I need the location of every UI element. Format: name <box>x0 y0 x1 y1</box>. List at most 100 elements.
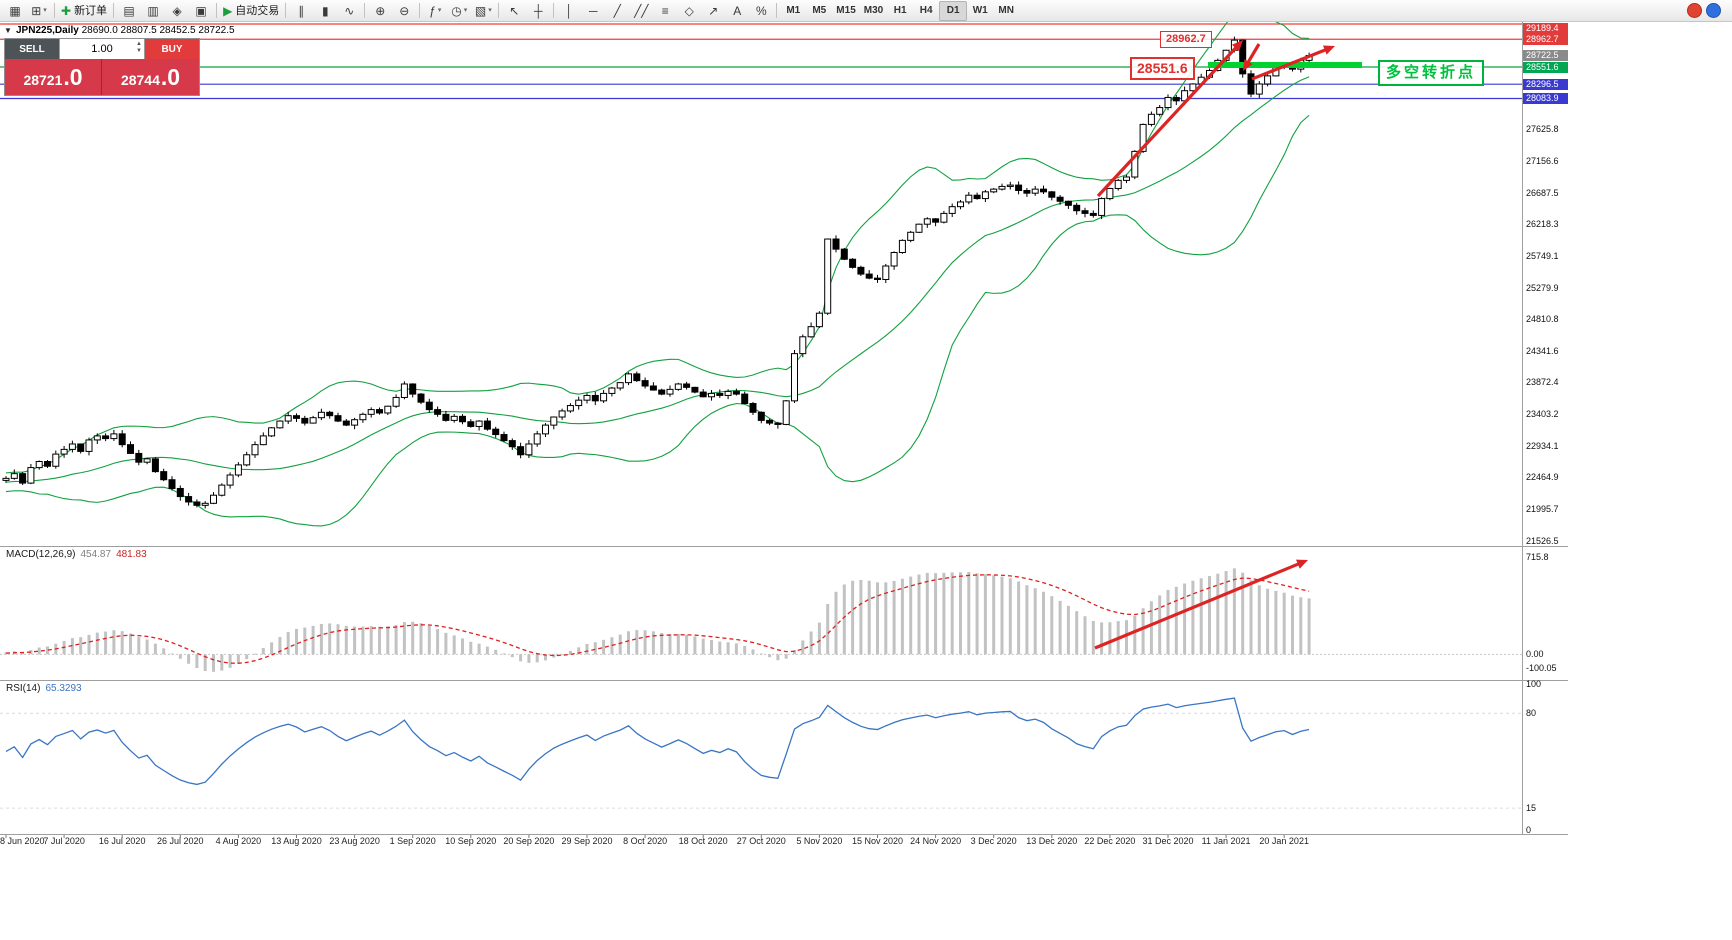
toolbar-separator <box>54 3 55 18</box>
time-axis-label: 4 Aug 2020 <box>215 836 262 846</box>
price-axis-label: 25279.9 <box>1526 282 1559 293</box>
toolbar-separator <box>364 3 366 18</box>
time-axis-label: 26 Jul 2020 <box>157 836 204 846</box>
toolbar-separator <box>776 3 778 18</box>
buy-price-display[interactable]: 28744 .0 <box>102 59 199 95</box>
market-watch-icon[interactable]: ▤ <box>123 3 135 18</box>
new-chart-icon[interactable]: ⊞ ▾ <box>31 3 47 18</box>
arrow-tool-icon[interactable]: ↗ <box>708 3 719 18</box>
price-axis-label: 26218.3 <box>1526 219 1559 230</box>
time-axis-label: 18 Oct 2020 <box>678 836 728 846</box>
time-axis-label: 3 Dec 2020 <box>970 836 1017 846</box>
period-mn-button[interactable]: MN <box>998 4 1014 16</box>
time-axis-label: 5 Nov 2020 <box>796 836 843 846</box>
volume-spinner[interactable]: ▲ ▼ <box>136 41 142 54</box>
time-axis-label: 16 Jul 2020 <box>98 836 146 846</box>
data-window-icon[interactable]: ▥ <box>147 3 159 18</box>
one-click-collapse-icon[interactable]: ▼ <box>4 26 12 35</box>
macd-axis-label: 0.00 <box>1526 649 1544 660</box>
price-axis-label: 23872.4 <box>1526 377 1559 388</box>
time-axis-label: 20 Jan 2021 <box>1259 836 1309 846</box>
horizontal-line-icon[interactable]: ─ <box>589 3 598 18</box>
sell-price-display[interactable]: 28721 .0 <box>5 59 102 95</box>
trendline-icon[interactable]: ╱ <box>613 3 621 18</box>
price-tag: 28296.5 <box>1523 78 1568 90</box>
navigator-icon[interactable]: ◈ <box>172 3 182 18</box>
shapes-icon[interactable]: ◇ <box>684 3 694 18</box>
templates-icon[interactable]: ▧ ▾ <box>474 3 492 18</box>
time-axis-label: 7 Jul 2020 <box>43 836 85 846</box>
period-w1-button[interactable]: W1 <box>972 4 988 16</box>
toolbar-separator <box>419 3 421 18</box>
periods-icon[interactable]: ◷ ▾ <box>451 3 468 18</box>
volume-input[interactable]: 1.00 ▲ ▼ <box>59 39 145 59</box>
zoom-in-icon[interactable]: ⊕ <box>375 3 386 18</box>
channel-icon[interactable]: ╱╱ <box>634 3 649 18</box>
cursor-icon[interactable]: ↖ <box>509 3 520 18</box>
rsi-axis-label: 100 <box>1526 679 1542 689</box>
period-h4-button[interactable]: H4 <box>919 4 933 16</box>
toolbar: ▦ ⊞ ▾ ✚ 新订单 ▤ ▥ ◈ ▣ ▶ 自动交易 ∥ ▮ ∿ ⊕ ⊖ ƒ ▾ ◷ ▾ ▧ ▾ ↖ ┼ │ ─ ╱ ╱╱ ≡ ◇ ↗ A% M… <box>0 0 1732 22</box>
status-icon-blue[interactable] <box>1706 3 1721 18</box>
terminal-icon[interactable]: ▣ <box>195 3 207 18</box>
chart-symbol-period: JPN225,Daily <box>16 25 79 36</box>
buy-price-main: 28744 <box>120 72 160 88</box>
autotrading-button[interactable]: ▶ 自动交易 <box>223 3 280 18</box>
toolbar-separator <box>285 3 287 18</box>
period-m15-button[interactable]: M15 <box>836 4 856 16</box>
indicators-icon[interactable]: ƒ ▾ <box>429 3 442 18</box>
price-axis-label: 22934.1 <box>1526 440 1559 451</box>
period-m30-button[interactable]: M30 <box>863 4 884 16</box>
time-axis-label: 13 Aug 2020 <box>271 836 322 846</box>
price-axis-label: 26687.5 <box>1526 187 1559 198</box>
one-click-trading-panel: SELL 1.00 ▲ ▼ BUY 28721 .0 28744 .0 <box>4 38 200 96</box>
line-chart-icon[interactable]: ∿ <box>344 3 355 18</box>
rsi-value: 65.3293 <box>45 683 82 694</box>
price-axis-label: 23403.2 <box>1526 409 1559 420</box>
macd-panel-divider[interactable] <box>0 546 1568 547</box>
candlestick-chart-icon[interactable]: ▮ <box>321 3 329 18</box>
price-axis-label: 27625.8 <box>1526 124 1559 135</box>
time-axis-label: 24 Nov 2020 <box>910 836 962 846</box>
sell-price-main: 28721 <box>23 72 63 88</box>
rsi-panel-divider[interactable] <box>0 680 1568 681</box>
sell-button[interactable]: SELL <box>5 39 59 59</box>
bar-chart-icon[interactable]: ∥ <box>298 3 305 18</box>
time-axis-label: 1 Sep 2020 <box>389 836 436 846</box>
buy-button[interactable]: BUY <box>145 39 199 59</box>
period-d1-button[interactable]: D1 <box>939 0 968 21</box>
crosshair-icon[interactable]: ┼ <box>534 3 543 18</box>
fibonacci-icon[interactable]: ≡ <box>661 3 669 18</box>
zoom-out-icon[interactable]: ⊖ <box>399 3 410 18</box>
price-tag: 28962.7 <box>1523 33 1568 45</box>
status-icon-red[interactable] <box>1687 3 1702 18</box>
time-axis-label: 13 Dec 2020 <box>1026 836 1078 846</box>
period-h1-button[interactable]: H1 <box>893 4 907 16</box>
price-scale-divider <box>1522 22 1523 834</box>
rsi-title: RSI(14) 65.3293 <box>6 683 82 694</box>
macd-title: MACD(12,26,9) 454.87 481.83 <box>6 549 147 560</box>
time-axis-label: 15 Nov 2020 <box>851 836 904 846</box>
time-axis-label: 22 Dec 2020 <box>1084 836 1136 846</box>
toolbar-separator <box>113 3 115 18</box>
period-m5-button[interactable]: M5 <box>812 4 827 16</box>
text-icon[interactable]: A <box>733 3 742 18</box>
macd-axis-label: -100.05 <box>1526 662 1557 673</box>
time-axis-divider <box>0 834 1568 835</box>
price-axis-label: 27156.6 <box>1526 156 1559 167</box>
percent-icon[interactable]: % <box>755 3 767 18</box>
rsi-name: RSI(14) <box>6 683 41 694</box>
buy-price-frac: .0 <box>160 64 181 90</box>
vertical-line-icon[interactable]: │ <box>565 3 574 18</box>
macd-name: MACD(12,26,9) <box>6 549 76 560</box>
chart-window-icon[interactable]: ▦ <box>9 3 21 18</box>
toolbar-separator <box>216 3 218 18</box>
toolbar-separator <box>498 3 500 18</box>
price-axis-label: 22464.9 <box>1526 472 1559 483</box>
period-m1-button[interactable]: M1 <box>786 4 801 16</box>
price-axis-label: 25749.1 <box>1526 250 1559 261</box>
price-axis-label: 24810.8 <box>1526 314 1559 325</box>
new-order-button[interactable]: ✚ 新订单 <box>61 3 108 18</box>
